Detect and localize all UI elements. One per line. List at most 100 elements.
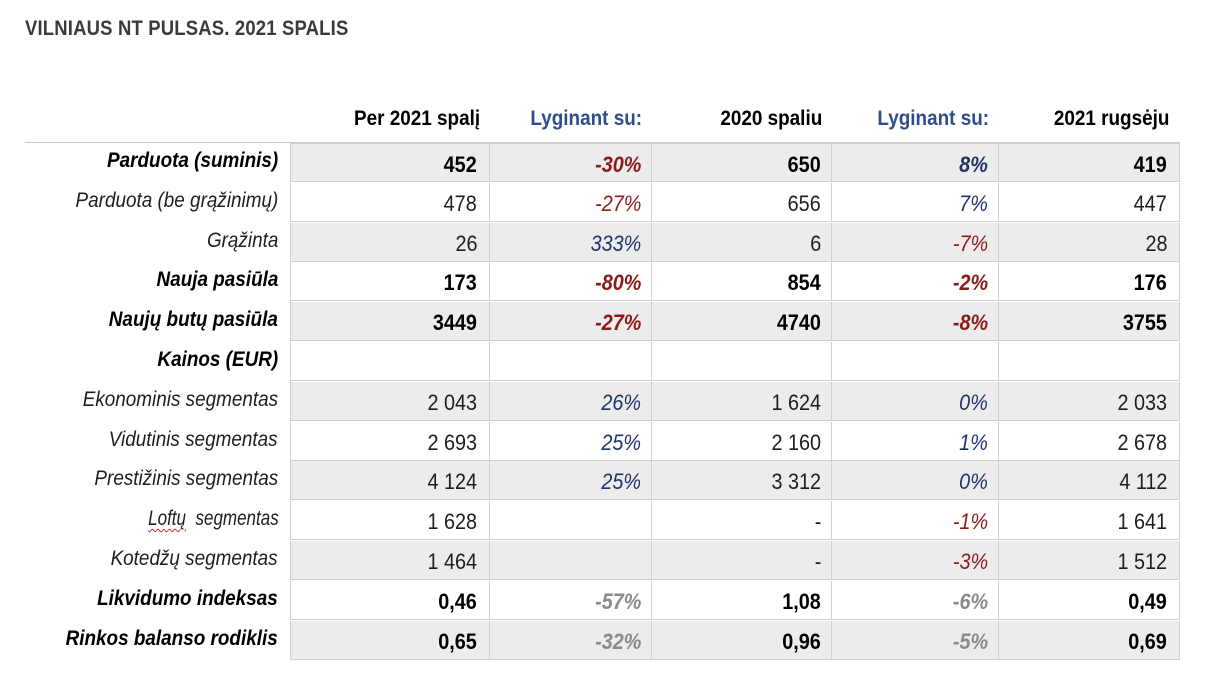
table-row: Loftų segmentas 1 628 - -1% 1 641 [0,501,1208,541]
cell-value: 6 [809,230,821,256]
cell-value: 26 [454,230,477,256]
table-row: Nauja pasiūla 173 -80% 854 -2% 176 [0,262,1208,302]
cell-value: 3755 [1122,310,1167,336]
cell-value: -3% [952,549,988,574]
table-cell-v2: 656 [652,182,832,222]
row-label: Loftų segmentas [147,507,278,531]
cell-value: 1 641 [1117,509,1167,535]
table-cell-v1: 0,46 [290,580,490,620]
cell-value: -32% [594,628,641,654]
row-label: Grąžinta [206,228,278,252]
header-col4: Lyginant su: [877,107,989,130]
table-cell-v1: 3449 [290,302,490,342]
cell-value: 2 160 [771,429,821,455]
cell-value: -8% [952,310,988,336]
row-label: Nauja pasiūla [156,268,278,292]
cell-value: 26% [601,389,641,415]
table-cell-v2: - [652,501,832,541]
cell-value: - [814,509,821,535]
cell-value: -5% [952,628,988,654]
row-label: Rinkos balanso rodiklis [65,626,278,650]
table-cell-v1: 2 043 [290,381,490,421]
table-row: Vidutinis segmentas 2 693 25% 2 160 1% 2 678 [0,421,1208,462]
cell-value: 25% [601,429,641,455]
table-cell-v2: 6 [652,222,832,262]
table-cell-p2: -6% [832,580,999,620]
table-cell-v2: 1 624 [652,381,832,421]
cell-value: 447 [1133,190,1167,216]
cell-value: 452 [443,152,477,177]
table-cell-v2: 4740 [652,302,832,342]
table-row: Ekonominis segmentas 2 043 26% 1 624 0% 2 033 [0,381,1208,422]
table-cell-p1: 25% [490,461,652,501]
table-cell-p2: 1% [832,421,999,461]
table-cell-p1 [490,342,652,381]
cell-value: 4 112 [1118,469,1167,495]
table-row: Naujų butų pasiūla 3449 -27% 4740 -8% 3755 [0,302,1208,342]
table-cell-v2: 3 312 [652,461,832,501]
table-cell-v3: 2 678 [999,421,1180,461]
table-row: Grąžinta 26 333% 6 -7% 28 [0,222,1208,263]
table-cell-v2: 1,08 [652,580,832,620]
table-cell-p2: -1% [832,501,999,541]
table-cell-v1: 1 464 [290,541,490,580]
cell-value: 0,46 [438,588,477,614]
table-cell-v3: 0,49 [999,580,1180,620]
table-cell-p1: -27% [490,182,652,222]
cell-value: -30% [594,152,641,177]
cell-value: 4740 [776,310,821,336]
table-cell-v2: - [652,541,832,580]
cell-value: 3 312 [771,469,821,495]
table-row: Likvidumo indeksas 0,46 -57% 1,08 -6% 0,49 [0,580,1208,621]
row-label: Likvidumo indeksas [97,586,278,610]
row-label: Vidutinis segmentas [109,427,278,451]
cell-value: 2 693 [427,429,477,455]
header-col5: 2021 rugsėju [1053,107,1169,130]
table-cell-v3: 4 112 [999,461,1180,501]
cell-value: 2 678 [1117,429,1167,455]
cell-value: 176 [1133,270,1167,296]
cell-value: - [814,549,821,574]
table-cell-p2: 7% [832,182,999,222]
table-cell-p1 [490,501,652,541]
cell-value: 1 512 [1117,549,1167,574]
table-cell-p2: -2% [832,262,999,302]
cell-value: 2 043 [427,389,477,415]
row-label: Parduota (suminis) [106,149,278,172]
table-cell-v1: 4 124 [290,461,490,501]
row-label: Naujų butų pasiūla [108,308,278,332]
cell-value: 1 464 [427,549,477,574]
table-cell-p1: -57% [490,580,652,620]
table-cell-p2: -5% [832,620,999,660]
cell-value: 3449 [432,310,477,336]
cell-value: 173 [443,270,477,296]
table-row: Parduota (be grąžinimų) 478 -27% 656 7% 447 [0,182,1208,223]
cell-value: 419 [1133,152,1167,177]
cell-value: 0,96 [782,628,821,654]
cell-value: 0,49 [1128,588,1167,614]
table-cell-v1: 452 [290,143,490,182]
table-row: Kotedžų segmentas 1 464 - -3% 1 512 [0,541,1208,581]
table-cell-v2 [652,342,832,381]
cell-value: -57% [594,588,641,614]
cell-value: 333% [590,230,641,256]
header-col1: Per 2021 spalį [353,107,480,130]
table-cell-v3: 0,69 [999,620,1180,660]
table-cell-v3: 176 [999,262,1180,302]
table-cell-v2: 854 [652,262,832,302]
cell-value: 1% [959,429,988,455]
table-cell-v3: 2 033 [999,381,1180,421]
table-cell-v3: 1 641 [999,501,1180,541]
cell-value: -2% [952,270,988,296]
cell-value: -1% [952,509,988,535]
row-label: Prestižinis segmentas [94,467,278,491]
table-cell-p2: -3% [832,541,999,580]
table-cell-p1: -32% [490,620,652,660]
table-cell-v1 [290,342,490,381]
table-cell-v3 [999,342,1180,381]
table-cell-p2: 0% [832,381,999,421]
cell-value: 854 [787,270,821,296]
header-divider [25,142,1180,143]
table-cell-v1: 478 [290,182,490,222]
row-label: Kainos (EUR) [157,348,278,371]
